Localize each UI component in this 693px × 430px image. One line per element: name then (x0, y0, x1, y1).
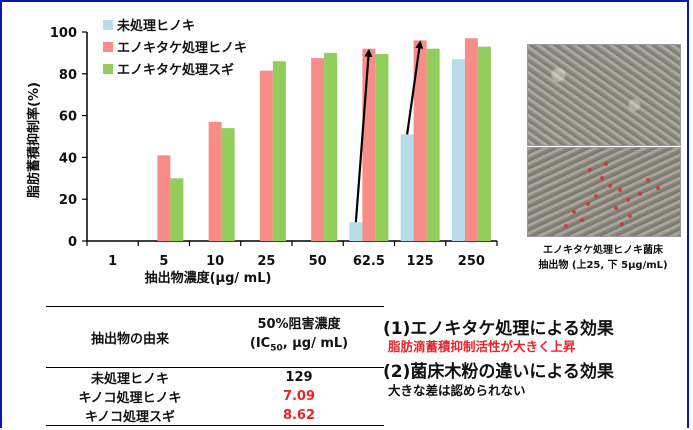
lipid-stain-dot (618, 188, 622, 192)
row-ic50: 8.62 (214, 406, 384, 426)
y-tick-label: 40 (59, 151, 77, 166)
ic50-table: 抽出物の由来 50%阻害濃度 (IC50, μg/ mL) 未処理ヒノキ 129… (46, 306, 384, 426)
row-ic50: 7.09 (282, 389, 316, 404)
x-tick-label: 25 (257, 254, 275, 269)
y-axis-label: 脂肪蓄積抑制率(%) (26, 82, 42, 199)
effect1-detail: 脂肪滴蓄積抑制活性が大きく上昇 (388, 339, 576, 354)
x-tick-label: 62.5 (353, 254, 385, 269)
lipid-stain-dot (604, 162, 608, 166)
col-header-ic50: 50%阻害濃度 (IC50, μg/ mL) (214, 306, 384, 368)
x-tick-label: 10 (206, 254, 224, 269)
ic50-prefix: (IC (249, 336, 271, 352)
ic50-suffix: , μg/ mL) (282, 336, 349, 352)
legend-swatch (103, 64, 113, 74)
effect2-title: (2)菌床木粉の違いによる効果 (383, 362, 614, 382)
bar-3-10 (221, 128, 235, 241)
lipid-stain-dot (628, 214, 632, 218)
row-source: キノコ処理スギ (46, 406, 214, 426)
lipid-stain-dot (620, 222, 624, 226)
lipid-stain-dot (564, 224, 568, 228)
bar-2-125 (413, 40, 427, 241)
x-axis-label: 抽出物濃度(μg/ mL) (145, 270, 272, 286)
bar-3-50 (324, 52, 338, 242)
bar-2-250 (464, 38, 478, 241)
increase-arrow (406, 40, 424, 135)
effect1-title: (1)エノキタケ処理による効果 (383, 319, 614, 339)
bar-1-250 (451, 59, 465, 241)
y-tick-label: 80 (59, 68, 77, 83)
legend-swatch (103, 20, 113, 30)
lipid-stain-dot (608, 184, 612, 188)
x-tick-label: 5 (159, 254, 168, 269)
table-row: キノコ処理スギ 8.62 (46, 406, 384, 426)
micrograph-caption-line2: 抽出物 (上25, 下 5μg/mL) (538, 260, 668, 271)
bar-1-125 (400, 134, 414, 241)
col-header-ic50-line2: (IC50, μg/ mL) (214, 334, 384, 359)
x-tick-label: 50 (309, 254, 327, 269)
legend-label: 未処理ヒノキ (116, 18, 195, 34)
bar-2-25 (259, 70, 273, 241)
lipid-stain-dot (586, 202, 590, 206)
increase-arrow (354, 48, 373, 223)
bar-chart: 0 20 40 60 80 100 1 5 10 25 50 62.5 125 250 未処理ヒノキエノキ… (26, 18, 498, 286)
table-row: 未処理ヒノキ 129 (46, 368, 384, 387)
x-tick-label: 125 (407, 254, 434, 269)
lipid-stain-dot (646, 178, 650, 182)
bar-2-10 (208, 121, 222, 241)
table-header-row: 抽出物の由来 50%阻害濃度 (IC50, μg/ mL) (46, 306, 384, 368)
y-tick-label: 100 (50, 26, 77, 41)
bar-2-5 (157, 155, 171, 241)
lipid-stain-dot (572, 210, 576, 214)
row-ic50: 129 (285, 370, 313, 385)
lipid-stain-dot (626, 198, 630, 202)
col-header-source: 抽出物の由来 (46, 306, 214, 368)
ic50-subscript: 50 (270, 343, 283, 354)
micrograph-caption-line1: エノキタケ処理ヒノキ菌床 (543, 245, 663, 256)
micrograph-5 (527, 147, 681, 237)
lipid-stain-dot (600, 176, 604, 180)
bar-2-50 (311, 58, 325, 241)
row-source: キノコ処理ヒノキ (78, 391, 182, 406)
row-source: 未処理ヒノキ (90, 372, 169, 387)
bar-3-25 (272, 61, 286, 242)
y-tick-label: 20 (59, 193, 77, 208)
y-tick-label: 60 (59, 110, 77, 125)
y-tick-label: 0 (68, 235, 77, 250)
lipid-stain-dot (594, 194, 598, 198)
lipid-stain-dot (638, 192, 642, 196)
bar-3-250 (477, 46, 491, 241)
legend-label: エノキタケ処理ヒノキ (117, 40, 247, 56)
lipid-stain-dot (614, 206, 618, 210)
x-tick-label: 1 (108, 254, 117, 269)
table-row: キノコ処理ヒノキ 7.09 (46, 387, 384, 406)
col-header-ic50-line1: 50%阻害濃度 (257, 317, 341, 333)
legend-label: エノキタケ処理スギ (117, 62, 234, 78)
lipid-stain-dot (580, 218, 584, 222)
bar-3-5 (170, 178, 184, 241)
effect2-detail: 大きな差は認められない (388, 383, 526, 398)
bar-3-62.5 (375, 53, 389, 241)
x-tick-label: 250 (458, 254, 485, 269)
legend-swatch (103, 42, 113, 52)
lipid-stain-dot (656, 186, 660, 190)
bar-3-125 (426, 48, 440, 241)
bar-2-62.5 (362, 48, 376, 241)
micrograph-25 (527, 44, 681, 146)
lipid-stain-dot (588, 168, 592, 172)
bar-1-62.5 (349, 222, 363, 241)
